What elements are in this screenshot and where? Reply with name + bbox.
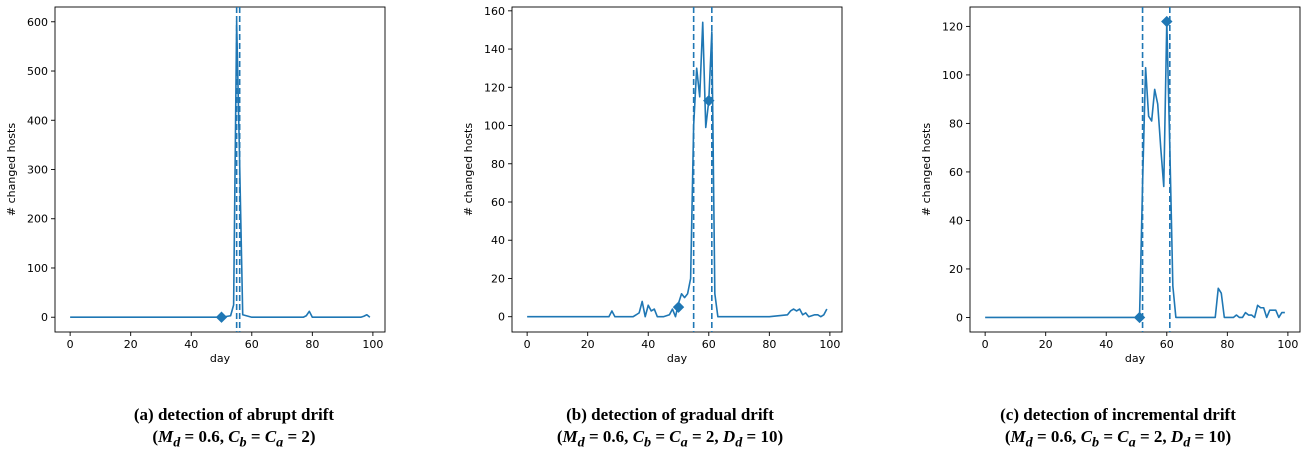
caption-params: (Md = 0.6, Cb = Ca = 2): [152, 427, 316, 451]
y-tick-label: 120: [942, 20, 963, 33]
y-tick-label: 40: [949, 214, 963, 227]
x-axis-label: day: [1125, 352, 1146, 365]
caption-title: (b) detection of gradual drift: [566, 405, 774, 424]
x-tick-label: 100: [362, 338, 383, 351]
caption-c: (c) detection of incremental drift (Md =…: [918, 404, 1314, 453]
detection-marker: [1133, 311, 1146, 324]
x-tick-label: 60: [1160, 338, 1174, 351]
x-tick-label: 0: [524, 338, 531, 351]
x-tick-label: 40: [1099, 338, 1113, 351]
y-tick-label: 140: [484, 43, 505, 56]
series-line: [70, 20, 371, 319]
x-axis-label: day: [210, 352, 231, 365]
chart-panel: 0 20 40 60 80 100 0 20 40 60 80 100 120 day # changed …: [920, 6, 1301, 365]
y-tick-label: 0: [41, 311, 48, 324]
y-axis-label: # changed hosts: [5, 123, 18, 216]
y-tick-label: 20: [491, 272, 505, 285]
y-tick-label: 60: [491, 196, 505, 209]
x-tick-label: 20: [124, 338, 138, 351]
caption-b: (b) detection of gradual drift (Md = 0.6…: [470, 404, 870, 453]
y-tick-label: 100: [484, 120, 505, 133]
y-axis-label: # changed hosts: [462, 123, 475, 216]
plot-frame: [54, 6, 386, 333]
x-tick-label: 40: [184, 338, 198, 351]
caption-params: (Md = 0.6, Cb = Ca = 2, Dd = 10): [1004, 427, 1232, 451]
detection-marker: [215, 311, 228, 323]
y-tick-label: 300: [27, 164, 48, 177]
x-axis-label: day: [667, 352, 688, 365]
series-line: [985, 20, 1285, 319]
x-tick-label: 20: [581, 338, 595, 351]
y-tick-label: 160: [484, 5, 505, 18]
y-tick-label: 20: [949, 263, 963, 276]
caption-title: (c) detection of incremental drift: [1000, 405, 1236, 424]
plot-frame: [969, 6, 1301, 333]
y-tick-label: 0: [956, 311, 963, 324]
y-tick-label: 100: [27, 262, 48, 275]
x-tick-label: 60: [245, 338, 259, 351]
x-tick-label: 60: [702, 338, 716, 351]
y-tick-label: 80: [491, 158, 505, 171]
chart-panel: 0 20 40 60 80 100 0 100 200 300 400 500 600 day # chan…: [5, 6, 386, 365]
x-tick-label: 80: [762, 338, 776, 351]
x-tick-label: 20: [1039, 338, 1053, 351]
x-tick-label: 80: [305, 338, 319, 351]
series-line: [527, 21, 828, 318]
detection-marker: [703, 94, 715, 107]
plot-frame: [511, 6, 843, 333]
y-tick-label: 40: [491, 234, 505, 247]
y-tick-label: 200: [27, 213, 48, 226]
detection-marker: [672, 301, 685, 313]
y-tick-label: 400: [27, 114, 48, 127]
y-tick-label: 80: [949, 117, 963, 130]
caption-title: (a) detection of abrupt drift: [133, 405, 335, 424]
detection-marker: [1161, 15, 1173, 28]
y-tick-label: 600: [27, 16, 48, 29]
x-tick-label: 80: [1220, 338, 1234, 351]
x-tick-label: 0: [982, 338, 989, 351]
y-axis-label: # changed hosts: [920, 123, 933, 216]
y-tick-label: 120: [484, 81, 505, 94]
y-tick-label: 500: [27, 65, 48, 78]
x-tick-label: 40: [641, 338, 655, 351]
y-tick-label: 100: [942, 69, 963, 82]
x-tick-label: 0: [67, 338, 74, 351]
x-tick-label: 100: [819, 338, 840, 351]
caption-a: (a) detection of abrupt drift (Md = 0.6,…: [34, 404, 434, 453]
y-tick-label: 0: [498, 311, 505, 324]
chart-panel: 0 20 40 60 80 100 0 20 40 60 80 100 120 140 160 day # ch…: [462, 5, 843, 365]
y-tick-label: 60: [949, 166, 963, 179]
caption-params: (Md = 0.6, Cb = Ca = 2, Dd = 10): [556, 427, 784, 451]
x-tick-label: 100: [1277, 338, 1298, 351]
